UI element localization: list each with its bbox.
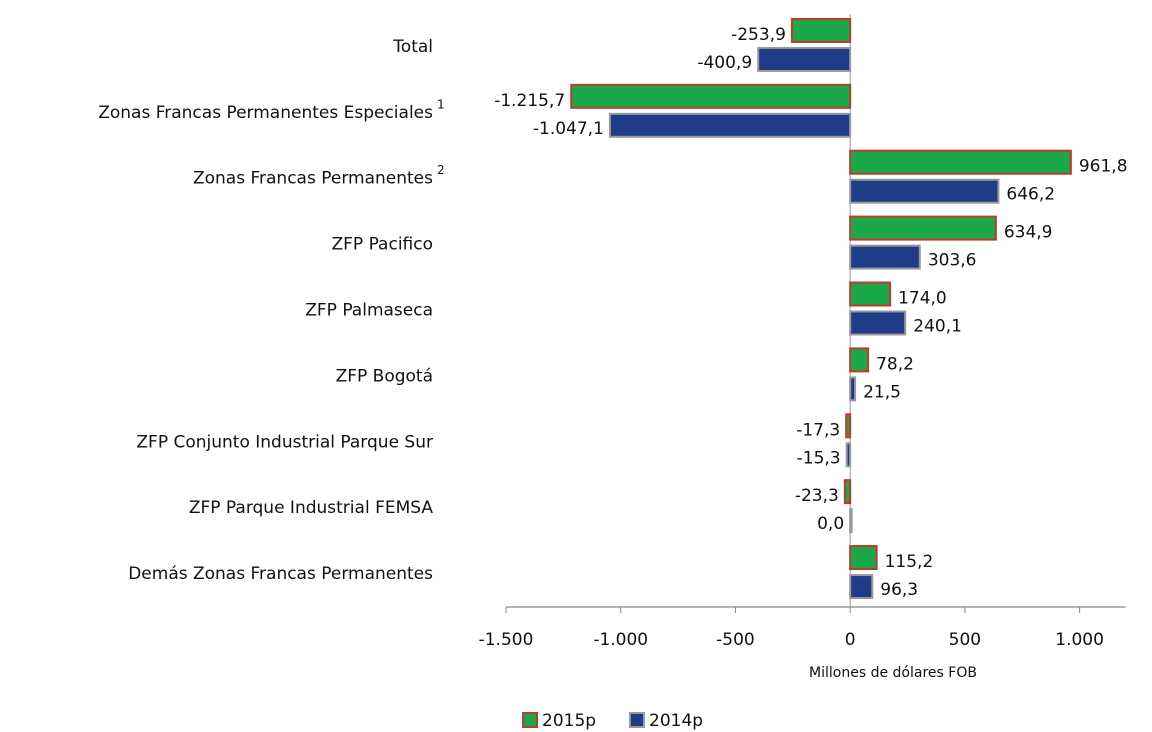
value-label: 174,0 [898,289,947,309]
x-tick-label: 500 [949,630,981,650]
x-tick-label: -1.000 [593,630,648,650]
value-label: -17,3 [796,420,840,440]
value-label: 303,6 [928,251,977,271]
category-footnote: 1 [437,97,445,111]
value-label: 21,5 [863,382,901,402]
bar [608,112,852,138]
bar [570,83,852,109]
bar [757,46,852,72]
category-label: Total [392,37,433,57]
legend-label: 2015p [542,711,596,731]
category-label: ZFP Palmaseca [305,301,433,321]
value-label: 634,9 [1004,223,1053,243]
x-axis-title: Millones de dólares FOB [809,665,977,681]
value-label: 961,8 [1079,157,1128,177]
category-label: Zonas Francas Permanentes Especiales [98,103,433,123]
bar [849,281,892,307]
x-tick-label: -500 [716,630,755,650]
value-label: 78,2 [876,354,914,374]
value-label: 240,1 [913,317,962,337]
value-label: 646,2 [1006,185,1055,205]
category-label: Demás Zonas Francas Permanentes [128,564,433,584]
legend-swatch [522,712,538,728]
category-label: ZFP Conjunto Industrial Parque Sur [136,432,433,452]
value-label: -23,3 [795,486,839,506]
bar [849,310,907,336]
category-footnote: 2 [437,163,445,177]
x-tick-label: 1.000 [1055,630,1104,650]
value-label: -253,9 [731,25,786,45]
bar [849,244,921,270]
bar [849,215,997,241]
legend-swatch [629,712,645,728]
bar [849,347,870,373]
bar [849,545,878,571]
bar [845,442,852,468]
category-label: ZFP Pacifico [331,235,433,255]
bar [790,17,852,43]
value-label: 115,2 [885,552,934,572]
legend-label: 2014p [649,711,703,731]
category-label: ZFP Bogotá [336,366,433,386]
bar [849,574,874,600]
value-label: 0,0 [817,514,844,534]
bar [849,178,1000,204]
x-tick-label: -1.500 [479,630,534,650]
x-tick-label: 0 [845,630,856,650]
value-label: -1.215,7 [494,91,565,111]
value-label: -400,9 [697,53,752,73]
bar [845,413,852,439]
category-label: ZFP Parque Industrial FEMSA [189,498,434,518]
bar [849,508,853,534]
value-label: -1.047,1 [533,119,604,139]
value-label: -15,3 [797,448,841,468]
category-label: Zonas Francas Permanentes [193,169,433,189]
value-label: 96,3 [880,580,918,600]
bar [849,376,857,402]
bar [849,149,1072,175]
bar [843,479,852,505]
